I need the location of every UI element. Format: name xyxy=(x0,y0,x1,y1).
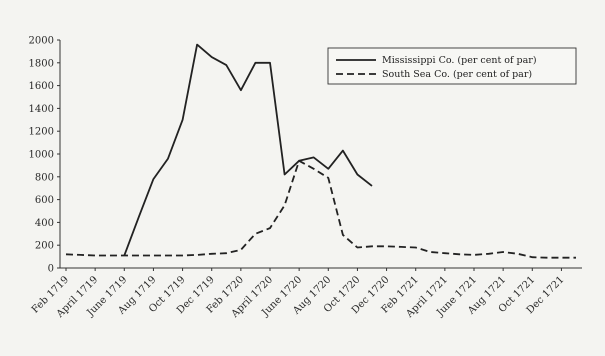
series-lines xyxy=(65,43,576,259)
y-tick-label: 1400 xyxy=(29,104,54,115)
y-tick-label: 400 xyxy=(35,218,54,229)
y-tick-label: 200 xyxy=(35,241,54,252)
y-tick-label: 0 xyxy=(48,264,54,275)
legend-label-south-sea: South Sea Co. (per cent of par) xyxy=(382,69,532,80)
y-tick-label: 1000 xyxy=(29,150,54,161)
legend: Mississippi Co. (per cent of par) South … xyxy=(327,47,577,85)
series-line-mississippi xyxy=(123,43,373,256)
legend-label-mississippi: Mississippi Co. (per cent of par) xyxy=(382,55,537,66)
y-axis: 0 200 400 600 800 1000 1200 1400 1600 1800 2000 xyxy=(29,36,61,275)
y-tick-label: 600 xyxy=(35,195,54,206)
y-tick-label: 1200 xyxy=(29,127,54,138)
y-tick-label: 1600 xyxy=(29,81,54,92)
y-tick-label: 800 xyxy=(35,172,54,183)
series-line-south-sea xyxy=(65,159,576,259)
legend-box xyxy=(327,47,577,85)
y-tick-label: 1800 xyxy=(29,58,54,69)
y-tick-label: 2000 xyxy=(29,36,54,47)
